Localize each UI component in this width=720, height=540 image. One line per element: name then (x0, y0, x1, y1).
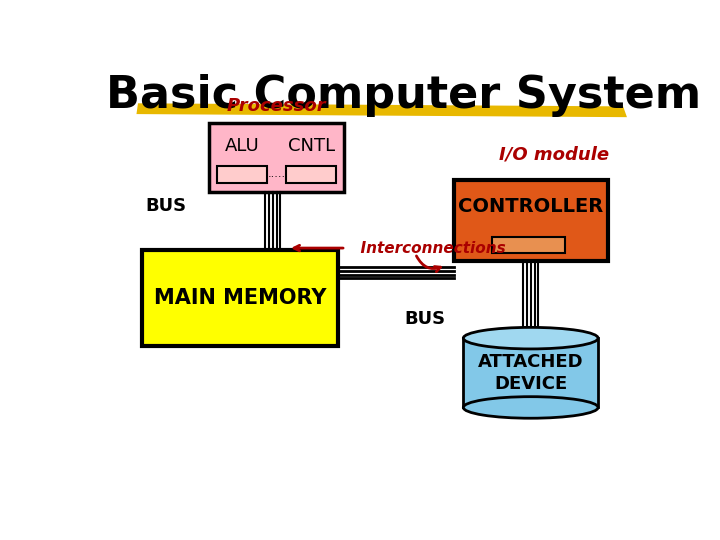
Text: ATTACHED
DEVICE: ATTACHED DEVICE (478, 353, 583, 393)
Bar (454, 180, 608, 261)
Bar (142, 249, 338, 346)
Text: Interconnections: Interconnections (350, 240, 505, 255)
Text: ALU: ALU (225, 137, 259, 154)
Text: BUS: BUS (145, 197, 186, 215)
Text: Basic Computer System: Basic Computer System (106, 74, 701, 117)
Polygon shape (137, 103, 627, 117)
Bar (492, 237, 565, 253)
Text: BUS: BUS (405, 310, 446, 328)
Text: I/O module: I/O module (499, 145, 609, 164)
Bar (209, 123, 343, 192)
Text: .....: ..... (268, 169, 286, 179)
Bar (464, 338, 598, 408)
Text: MAIN MEMORY: MAIN MEMORY (154, 288, 326, 308)
Ellipse shape (464, 327, 598, 349)
Text: CNTL: CNTL (288, 137, 335, 154)
Text: Processor: Processor (226, 97, 326, 115)
Bar (286, 166, 336, 183)
Ellipse shape (464, 397, 598, 418)
Bar (217, 166, 266, 183)
Text: CONTROLLER: CONTROLLER (458, 197, 603, 217)
